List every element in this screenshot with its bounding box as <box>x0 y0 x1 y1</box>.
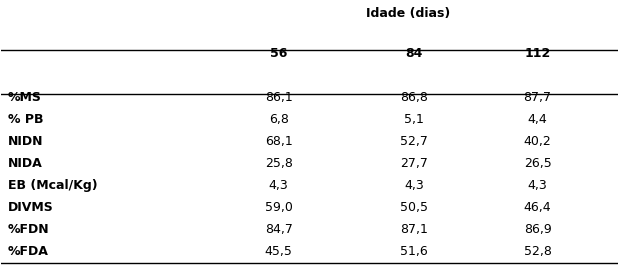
Text: 26,5: 26,5 <box>524 157 552 170</box>
Text: 52,8: 52,8 <box>524 245 552 258</box>
Text: NIDN: NIDN <box>7 135 43 148</box>
Text: DIVMS: DIVMS <box>7 201 53 214</box>
Text: 68,1: 68,1 <box>265 135 293 148</box>
Text: 84,7: 84,7 <box>265 223 293 236</box>
Text: Idade (dias): Idade (dias) <box>366 7 450 20</box>
Text: 4,3: 4,3 <box>404 179 424 192</box>
Text: 84: 84 <box>405 46 423 60</box>
Text: 59,0: 59,0 <box>265 201 293 214</box>
Text: 112: 112 <box>524 46 551 60</box>
Text: 87,1: 87,1 <box>400 223 428 236</box>
Text: 6,8: 6,8 <box>269 113 288 126</box>
Text: %FDA: %FDA <box>7 245 48 258</box>
Text: % PB: % PB <box>7 113 43 126</box>
Text: 27,7: 27,7 <box>400 157 428 170</box>
Text: %FDN: %FDN <box>7 223 49 236</box>
Text: 25,8: 25,8 <box>265 157 293 170</box>
Text: 86,8: 86,8 <box>400 91 428 104</box>
Text: 51,6: 51,6 <box>400 245 428 258</box>
Text: 45,5: 45,5 <box>265 245 293 258</box>
Text: 4,3: 4,3 <box>527 179 547 192</box>
Text: 56: 56 <box>270 46 287 60</box>
Text: 5,1: 5,1 <box>404 113 424 126</box>
Text: %MS: %MS <box>7 91 41 104</box>
Text: 52,7: 52,7 <box>400 135 428 148</box>
Text: 50,5: 50,5 <box>400 201 428 214</box>
Text: 46,4: 46,4 <box>524 201 552 214</box>
Text: 86,9: 86,9 <box>524 223 552 236</box>
Text: 87,7: 87,7 <box>524 91 552 104</box>
Text: EB (Mcal/Kg): EB (Mcal/Kg) <box>7 179 97 192</box>
Text: 4,3: 4,3 <box>269 179 288 192</box>
Text: 40,2: 40,2 <box>524 135 552 148</box>
Text: 4,4: 4,4 <box>527 113 547 126</box>
Text: NIDA: NIDA <box>7 157 42 170</box>
Text: 86,1: 86,1 <box>265 91 293 104</box>
